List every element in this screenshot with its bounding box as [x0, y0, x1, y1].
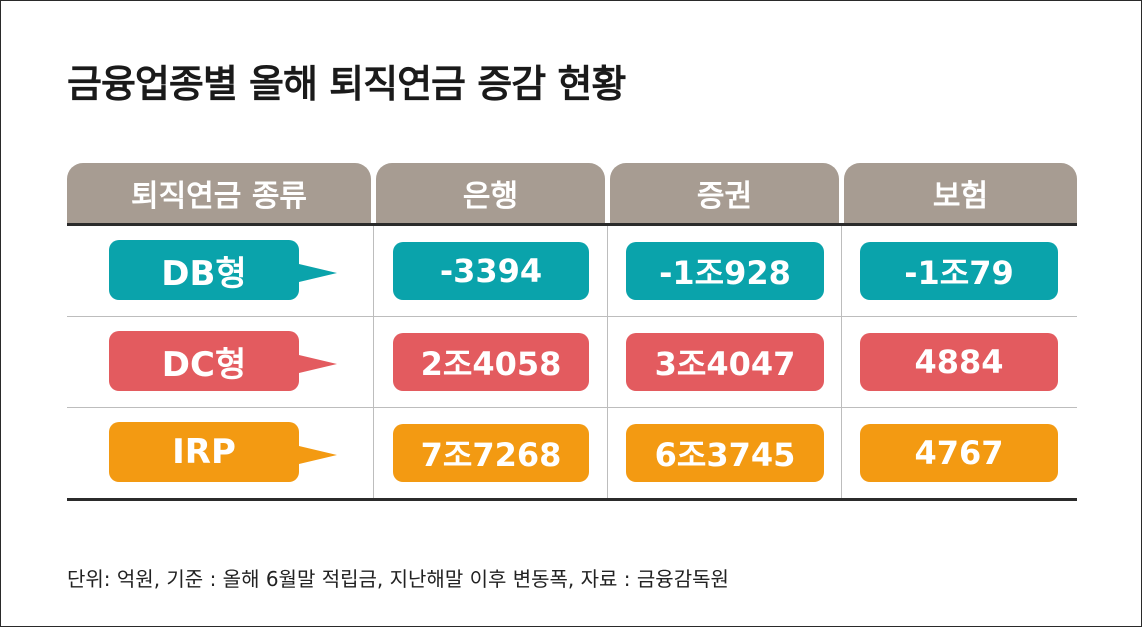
table-row-db: DB형 -3394 -1조928 -1조79	[67, 226, 1077, 316]
label-pointer-dc	[299, 355, 337, 373]
label-pointer-irp	[299, 446, 337, 464]
column-divider	[607, 226, 608, 498]
table-row-dc: DC형 2조4058 3조4047 4884	[67, 317, 1077, 407]
label-pointer-db	[299, 264, 337, 282]
cell-irp-securities: 6조3745	[626, 424, 824, 482]
cell-db-insurance: -1조79	[860, 242, 1058, 300]
cell-dc-bank: 2조4058	[393, 333, 589, 391]
cell-dc-insurance: 4884	[860, 333, 1058, 391]
cell-db-securities: -1조928	[626, 242, 824, 300]
table-body: DB형 -3394 -1조928 -1조79 DC형 2조4058 3조4047…	[67, 226, 1077, 501]
header-securities: 증권	[610, 163, 839, 223]
header-rule	[67, 223, 1077, 226]
row-divider	[67, 407, 1077, 408]
row-label-irp: IRP	[109, 422, 299, 482]
header-bank: 은행	[376, 163, 605, 223]
header-insurance: 보험	[844, 163, 1077, 223]
cell-irp-insurance: 4767	[860, 424, 1058, 482]
column-divider	[841, 226, 842, 498]
table-row-irp: IRP 7조7268 6조3745 4767	[67, 408, 1077, 498]
row-label-dc: DC형	[109, 331, 299, 391]
row-label-db: DB형	[109, 240, 299, 300]
row-divider	[67, 316, 1077, 317]
cell-db-bank: -3394	[393, 242, 589, 300]
table-bottom-rule	[67, 498, 1077, 501]
page-title: 금융업종별 올해 퇴직연금 증감 현황	[67, 62, 626, 106]
source-footnote: 단위: 억원, 기준 : 올해 6월말 적립금, 지난해말 이후 변동폭, 자료…	[67, 567, 729, 591]
header-pension-type: 퇴직연금 종류	[67, 163, 371, 223]
cell-irp-bank: 7조7268	[393, 424, 589, 482]
cell-dc-securities: 3조4047	[626, 333, 824, 391]
column-divider	[373, 226, 374, 498]
table-header-row: 퇴직연금 종류 은행 증권 보험	[67, 163, 1077, 223]
pension-table: 퇴직연금 종류 은행 증권 보험 DB형 -3394 -1조928 -1조79 …	[67, 163, 1077, 501]
